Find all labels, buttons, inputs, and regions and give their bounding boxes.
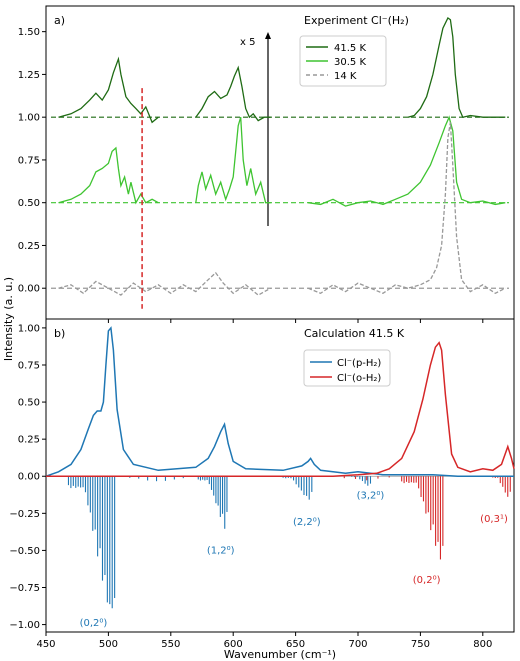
- x-tick-label: 600: [224, 639, 243, 650]
- y-tick-label: 0.00: [18, 472, 40, 483]
- y-tick-label: 0.25: [18, 241, 40, 252]
- scale-arrow-icon: [265, 32, 271, 39]
- series-line-p-h2: [45, 326, 514, 477]
- x-tick-label: 550: [161, 639, 180, 650]
- y-tick-label: 0.75: [18, 155, 40, 166]
- y-tick-label: −0.50: [9, 546, 40, 557]
- legend-b-label-p-h2: Cl⁻(p-H₂): [337, 358, 381, 369]
- series-line-14-k: [307, 122, 506, 295]
- band-label: (2,2⁰): [293, 517, 321, 528]
- y-tick-label: 0.00: [18, 284, 40, 295]
- y-tick-label: 0.75: [18, 360, 40, 371]
- series-line-41-5-k: [58, 56, 159, 124]
- series-line-41-5-k: [195, 65, 271, 122]
- band-label: (1,2⁰): [207, 545, 235, 556]
- series-line-14-k: [58, 271, 271, 296]
- y-tick-label: 0.50: [18, 398, 40, 409]
- y-tick-label: 1.00: [18, 323, 40, 334]
- y-tick-label: −0.25: [9, 509, 40, 520]
- y-tick-label: 0.50: [18, 198, 40, 209]
- band-label: (0,2⁰): [413, 575, 441, 586]
- legend-a: 41.5 K 30.5 K 14 K: [299, 35, 387, 87]
- x-tick-label: 500: [99, 639, 118, 650]
- series-line-30-5-k: [195, 117, 271, 204]
- legend-a-label-30-5k: 30.5 K: [334, 57, 366, 68]
- panel-b-title: Calculation 41.5 K: [304, 327, 405, 340]
- y-tick-label: −0.75: [9, 583, 40, 594]
- panel-a-title: Experiment Cl⁻(H₂): [304, 14, 409, 27]
- legend-a-label-41-5k: 41.5 K: [334, 43, 366, 54]
- series-line-30-5-k: [58, 146, 159, 205]
- panel-b-label: b): [54, 327, 65, 340]
- band-label: (0,2⁰): [80, 618, 108, 629]
- series-line-30-5-k: [308, 115, 506, 207]
- panel-a-label: a): [54, 14, 65, 27]
- series-line-o-h2: [46, 341, 515, 477]
- y-tick-label: 1.50: [18, 27, 40, 38]
- legend-b-label-o-h2: Cl⁻(o-H₂): [337, 373, 381, 384]
- y-tick-label: 1.25: [18, 70, 40, 81]
- y-tick-label: −1.00: [9, 620, 40, 631]
- x-tick-label: 450: [36, 639, 55, 650]
- band-label: (0,3¹): [480, 514, 508, 525]
- x-tick-label: 650: [286, 639, 305, 650]
- band-label: (3,2⁰): [357, 490, 385, 501]
- y-axis-label: Intensity (a. u.): [2, 277, 15, 361]
- panel-a-frame: [45, 5, 515, 320]
- y-tick-label: 1.00: [18, 113, 40, 124]
- y-tick-label: 0.25: [18, 435, 40, 446]
- series-line-41-5-k: [407, 17, 506, 118]
- x-tick-label: 700: [348, 639, 367, 650]
- plot-layer: 0.00 0.25 0.50 0.75 1.00 1.25 1.50 1.00 0.75 0.50…: [9, 17, 515, 650]
- x-tick-label: 750: [411, 639, 430, 650]
- scale-annotation: x 5: [240, 37, 255, 48]
- legend-a-box: [299, 35, 387, 87]
- x-axis-label: Wavenumber (cm⁻¹): [224, 648, 336, 661]
- legend-b: Cl⁻(p-H₂) Cl⁻(o-H₂): [303, 349, 391, 387]
- legend-a-label-14k: 14 K: [334, 71, 357, 82]
- x-tick-label: 800: [473, 639, 492, 650]
